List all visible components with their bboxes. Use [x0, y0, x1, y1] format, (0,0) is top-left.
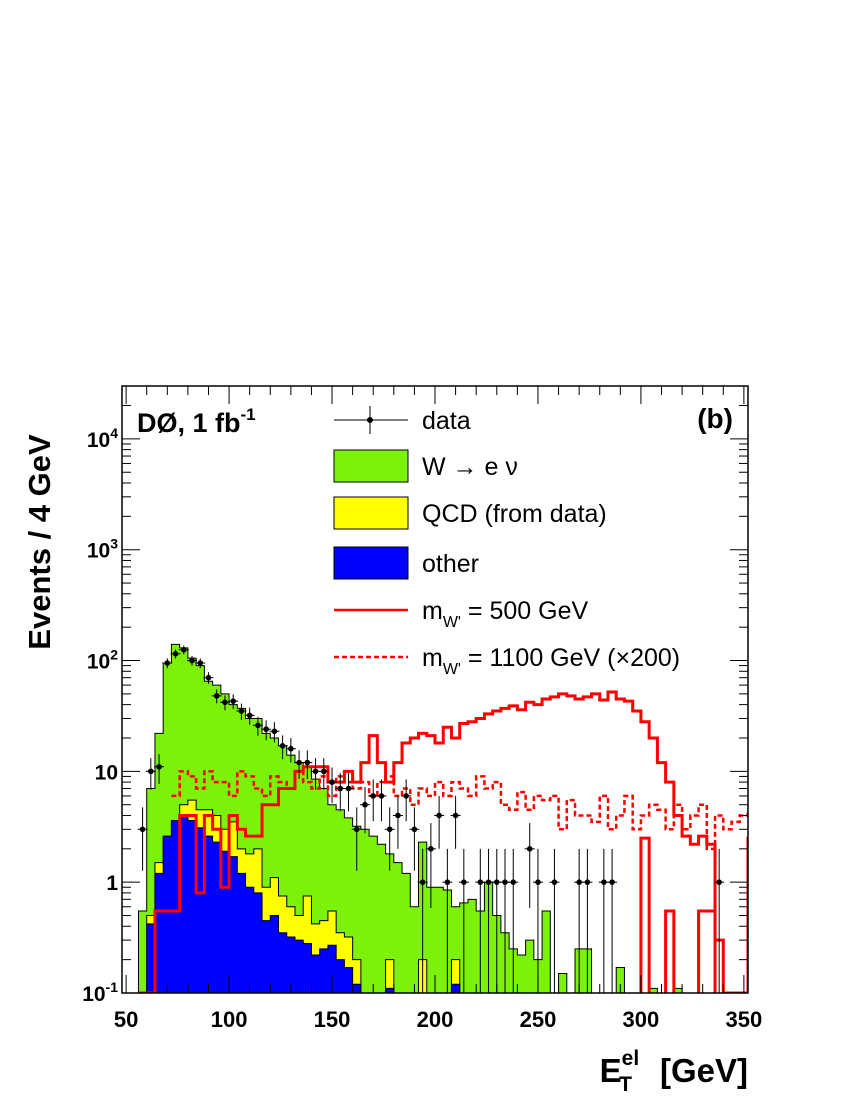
data-point: [203, 672, 214, 684]
legend-label: data: [422, 407, 471, 435]
data-point: [327, 767, 338, 804]
data-point: [154, 754, 165, 785]
series-wprime-1100: [171, 770, 748, 851]
data-point: [409, 807, 420, 871]
x-tick-label: 350: [726, 1007, 763, 1032]
data-point: [219, 695, 230, 711]
legend-label: QCD (from data): [422, 500, 607, 528]
legend-label: mW' = 500 GeV: [422, 597, 588, 631]
data-point: [195, 658, 206, 669]
x-tick-label: 100: [211, 1007, 248, 1032]
series-wprime-500: [138, 690, 748, 993]
data-point: [532, 848, 543, 993]
series-wprime-500-bin: [639, 836, 651, 993]
data-point: [434, 795, 445, 849]
data-point: [549, 848, 560, 993]
data-point: [343, 773, 354, 812]
data-points: [137, 645, 725, 993]
data-point: [310, 758, 321, 790]
legend-item-other: other: [333, 546, 479, 580]
x-tick-label: 300: [623, 1007, 660, 1032]
experiment-label: DØ, 1 fb-1: [137, 405, 256, 438]
data-point: [211, 689, 222, 704]
legend-label: other: [422, 550, 479, 578]
data-point: [458, 848, 469, 993]
y-axis-label: Events / 4 GeV: [22, 434, 57, 650]
legend-item-wp1100: mW' = 1100 GeV (×200): [334, 644, 680, 678]
legend-item-wp500: mW' = 500 GeV: [334, 597, 588, 631]
data-point: [285, 737, 296, 763]
data-point: [228, 694, 239, 710]
data-point: [137, 807, 148, 871]
data-point: [145, 758, 156, 790]
legend-label: W → e ν: [422, 453, 518, 481]
y-tick-label: 102: [87, 647, 118, 674]
data-point: [582, 848, 593, 993]
y-tick-label: 10-1: [82, 979, 118, 1006]
series-wprime-500-bin: [664, 909, 676, 993]
data-point: [392, 795, 403, 849]
data-point: [269, 722, 280, 743]
legend-item-wenu: W → e ν: [333, 449, 518, 483]
data-point: [524, 823, 535, 908]
plot-series: [137, 643, 748, 993]
data-point: [401, 779, 412, 822]
data-point: [236, 703, 247, 720]
series-w-to-e-nu: [137, 643, 748, 993]
y-tick-label: 104: [87, 425, 118, 452]
data-point: [425, 823, 436, 908]
data-point: [170, 649, 181, 659]
x-tick-label: 250: [520, 1007, 557, 1032]
data-point: [351, 807, 362, 871]
series-wprime-500-bin: [697, 909, 717, 993]
data-point: [384, 807, 395, 871]
data-point: [442, 848, 453, 993]
data-point: [607, 848, 618, 993]
legend-item-data: data: [334, 406, 471, 435]
data-point: [178, 645, 189, 655]
y-tick-label: 10: [95, 761, 118, 784]
data-point: [252, 716, 263, 736]
data-point: [302, 750, 313, 779]
y-tick-label: 103: [87, 536, 118, 563]
x-tick-label: 150: [314, 1007, 351, 1032]
data-point: [714, 848, 725, 993]
data-point: [376, 779, 387, 822]
legend-item-qcd: QCD (from data): [333, 496, 607, 530]
panel-label: (b): [697, 403, 733, 434]
data-point: [450, 795, 461, 849]
data-point: [417, 848, 428, 993]
data-point: [244, 707, 255, 725]
data-point: [187, 655, 198, 666]
y-tick-label: 1: [106, 872, 118, 895]
legend-label: mW' = 1100 GeV (×200): [422, 644, 680, 678]
data-point: [261, 720, 272, 741]
x-tick-label: 50: [114, 1007, 138, 1032]
x-tick-label: 200: [417, 1007, 454, 1032]
data-point: [475, 848, 486, 993]
data-point: [318, 758, 329, 790]
data-point: [277, 735, 288, 760]
axes: 50 100 150 200 250 300 350 10-1 1 10 102 103 104: [82, 385, 763, 1032]
data-point: [598, 848, 609, 993]
data-point: [162, 658, 173, 669]
data-point: [359, 786, 370, 834]
x-axis-label: Eel T [GeV]: [600, 1047, 748, 1096]
data-point: [508, 848, 519, 993]
legend: data W → e ν QCD (from data) other mW' = 500…: [333, 406, 680, 678]
